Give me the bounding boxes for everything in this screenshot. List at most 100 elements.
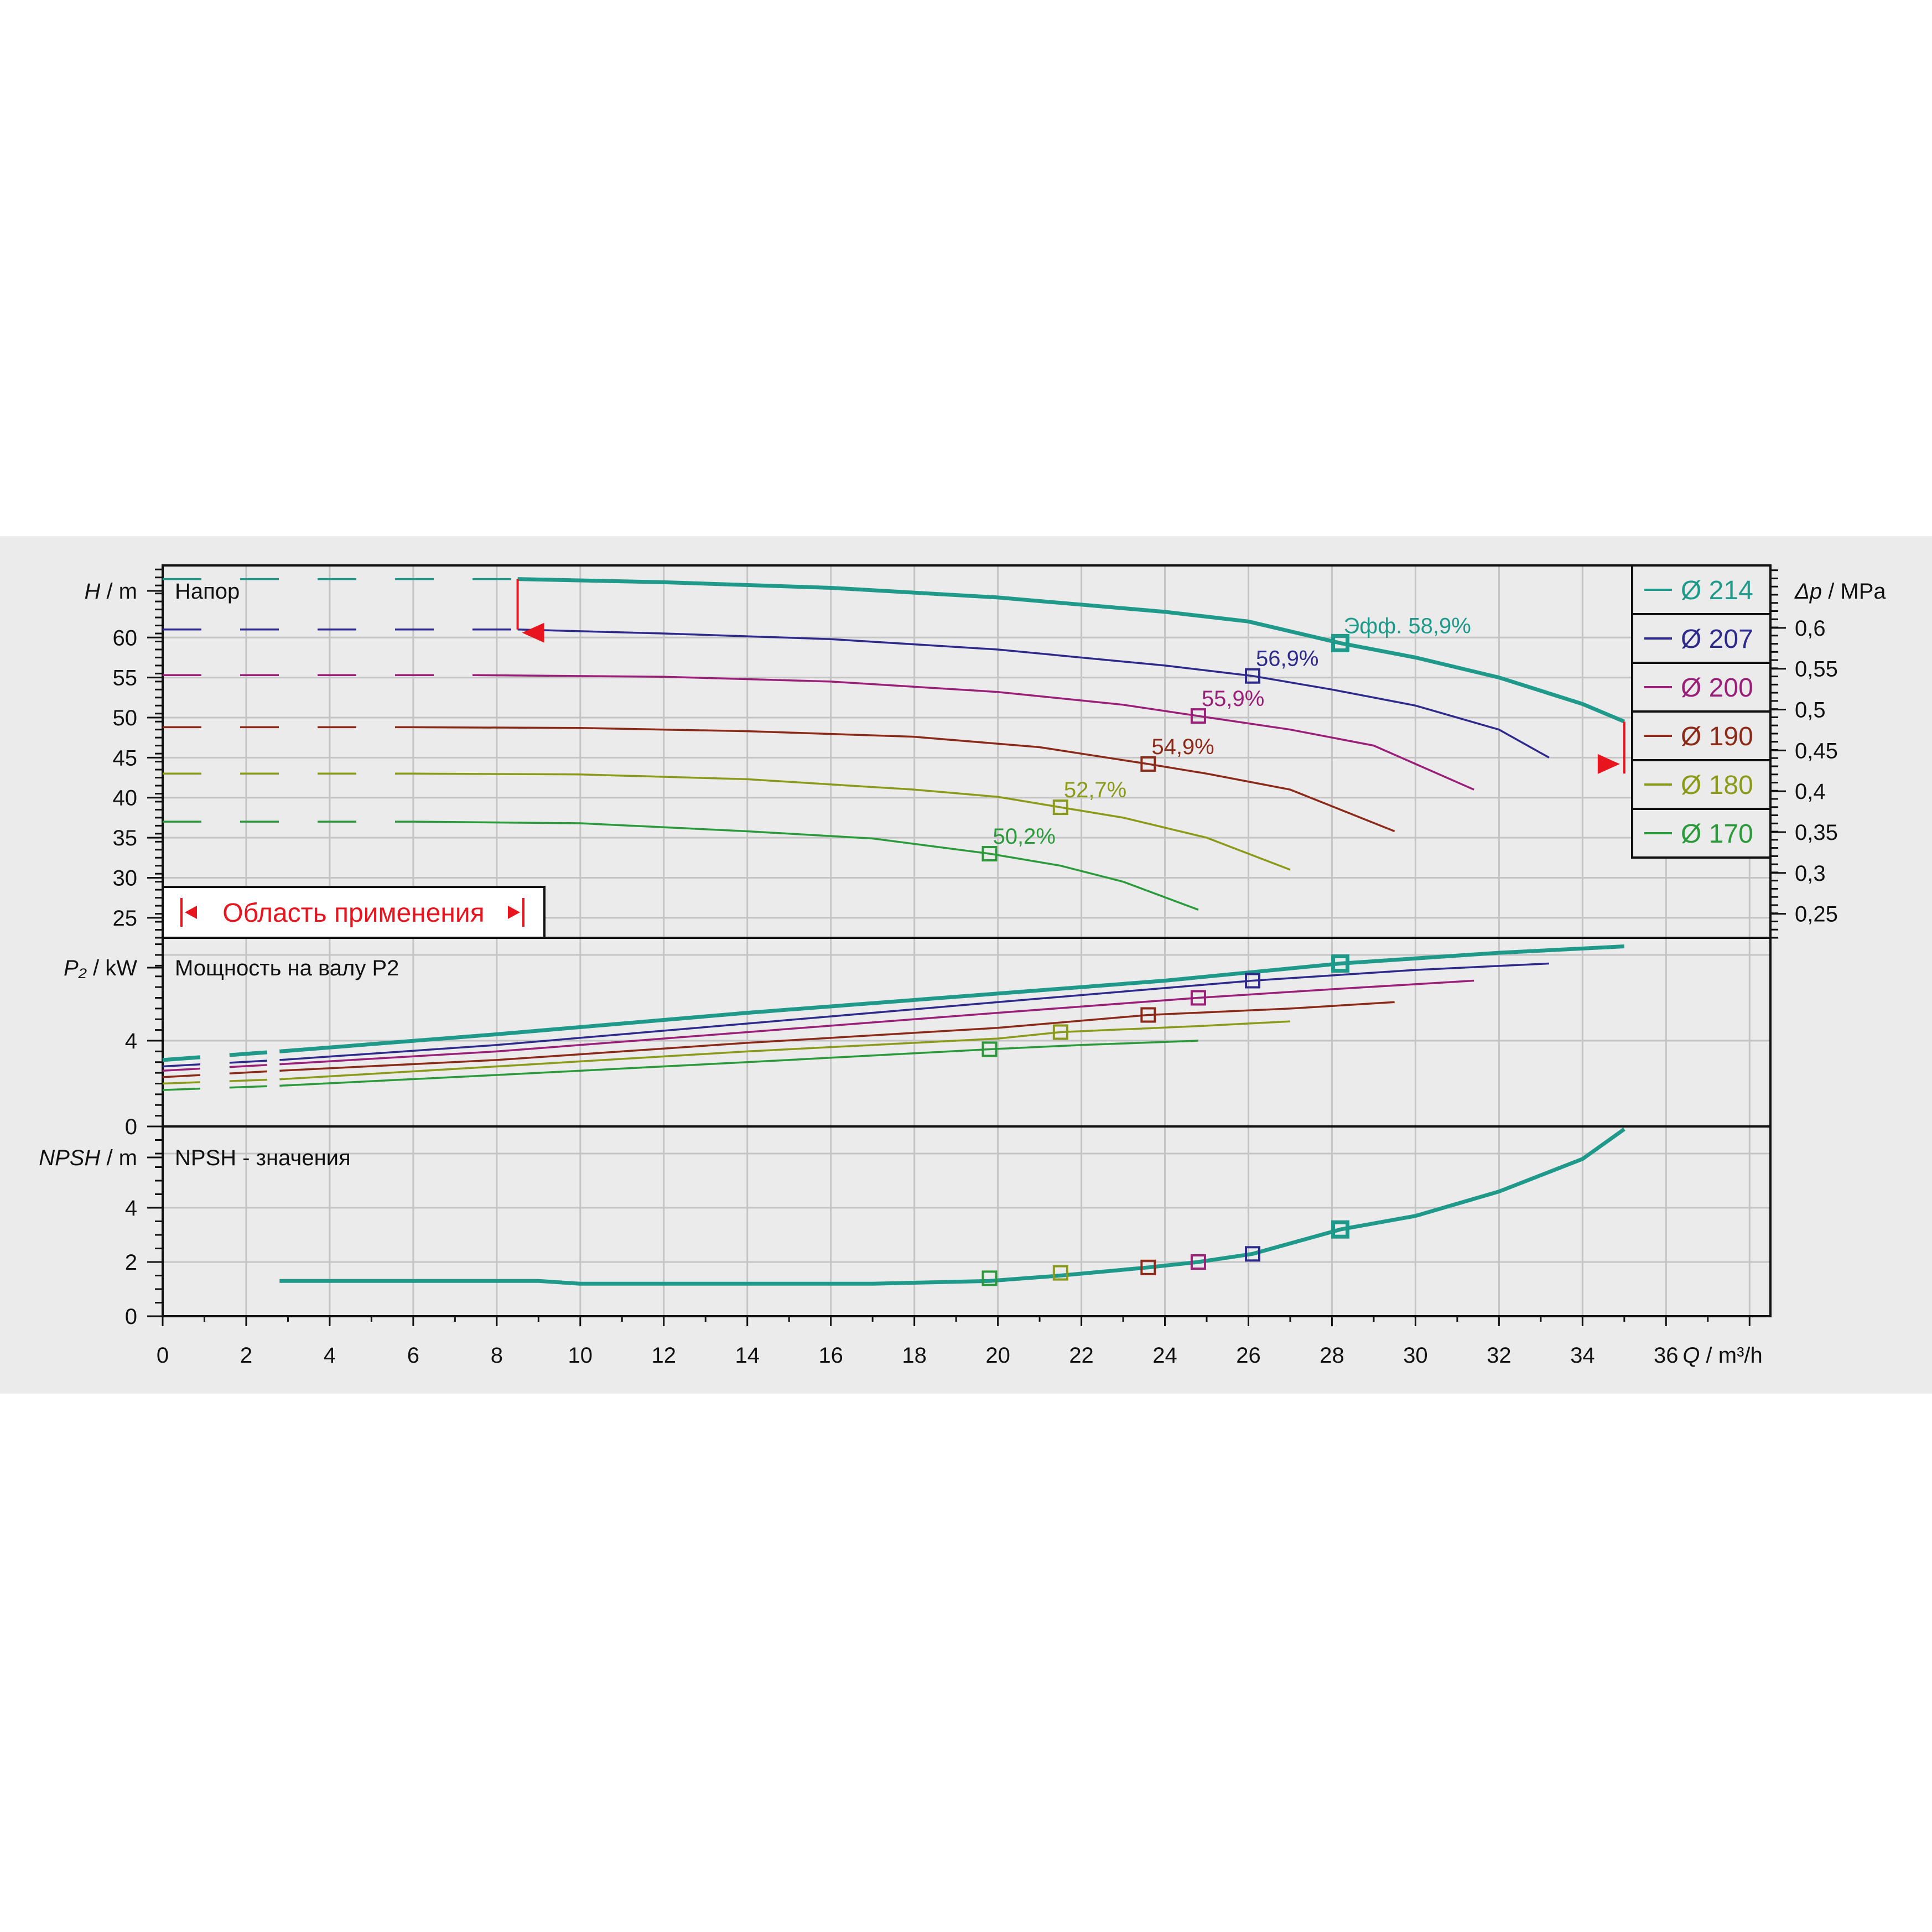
x-tick-label: 8 [491,1343,503,1368]
power-curve-seg-d190 [229,1070,267,1074]
panel-title: Мощность на валу P2 [175,956,399,980]
bep-marker [1140,1007,1156,1023]
y-tick-label: 35 [113,826,138,850]
legend-entry: Ø 190 [1681,722,1753,751]
legend-entry: Ø 170 [1681,819,1753,849]
y-tick-label: 25 [113,906,138,931]
power-curve-d170 [279,1040,1198,1087]
bep-marker [1331,633,1350,652]
efficiency-label: 54,9% [1151,735,1214,759]
y-tick-label: 0 [125,1305,137,1329]
power-curve-seg-d207 [229,1060,267,1064]
power-curve-d214 [279,944,1624,1053]
x-tick-label: 30 [1403,1343,1428,1368]
y-tick-label: 2 [125,1250,137,1275]
head-curve-d207 [517,629,1550,759]
y-axis-title: NPSH / m [39,1146,137,1170]
chart-panel: 0 2 4 6 8 10 12 14 16 18 20 22 24 26 28 30 32 34 36 Q / m³/… [0,536,1932,1394]
y-tick-label: 60 [113,626,138,650]
y-axis-title: H / m [84,579,137,604]
power-curve-seg-d170 [162,1087,200,1091]
head-curve-d200 [476,674,1474,791]
efficiency-label: Эфф. 58,9% [1344,614,1471,638]
right-tick-label: 0,4 [1795,780,1826,804]
bep-marker [981,1270,998,1286]
y-tick-label: 0 [125,1115,137,1139]
panel-title: Напор [175,579,240,604]
plot-frame [162,564,1772,1317]
operating-range-box [162,886,546,939]
right-tick-label: 0,55 [1795,657,1838,682]
legend-entry: Ø 200 [1681,673,1753,703]
x-tick-label: 24 [1152,1343,1177,1368]
bep-marker [1052,1024,1068,1040]
efficiency-label: 50,2% [993,824,1056,849]
x-tick-label: 2 [240,1343,252,1368]
bep-marker [1190,708,1206,724]
x-tick-label: 12 [652,1343,677,1368]
bep-marker [1140,756,1156,772]
right-tick-label: 0,6 [1795,616,1826,641]
right-tick-label: 0,45 [1795,739,1838,763]
efficiency-label: 52,7% [1064,778,1126,802]
power-curve-seg-d214 [162,1055,201,1062]
y-tick-label: 55 [113,666,138,690]
bep-marker [1052,1265,1068,1281]
right-tick-label: 0,5 [1795,698,1826,723]
x-tick-label: 26 [1236,1343,1261,1368]
right-axis-title: Δp / MPa [1794,579,1886,604]
bep-marker [1245,973,1261,989]
x-tick-label: 36 [1654,1343,1679,1368]
x-tick-label: 10 [568,1343,593,1368]
right-tick-label: 0,3 [1795,861,1826,886]
bep-marker [1140,1259,1156,1275]
head-curve-d190 [413,726,1395,833]
x-tick-label: 32 [1487,1343,1512,1368]
x-tick-label: 4 [324,1343,336,1368]
y-tick-label: 4 [125,1029,137,1053]
npsh-curve-d214 [279,1128,1625,1286]
bep-marker [1331,954,1350,973]
power-curve-d200 [279,979,1474,1066]
range-box-arrow-left [185,906,197,919]
head-curve-d180 [413,772,1291,871]
head-curve-d214 [517,577,1625,724]
bep-marker [1245,668,1261,684]
power-curve-seg-d170 [229,1085,267,1089]
power-curve-seg-d180 [229,1078,267,1082]
power-curve-d180 [279,1020,1291,1081]
y-tick-label: 4 [125,1196,137,1221]
legend-entry: Ø 180 [1681,771,1753,800]
bep-marker [1190,1254,1206,1270]
legend-entry: Ø 214 [1681,576,1753,605]
power-curve-seg-d207 [162,1063,200,1068]
range-box-arrow-right [508,906,520,919]
y-tick-label: 40 [113,786,138,811]
pump-curve-chart: 0 2 4 6 8 10 12 14 16 18 20 22 24 26 28 30 32 34 36 Q / m³/… [39,564,1886,1368]
y-tick-label: 30 [113,866,138,890]
head-curve-d170 [413,820,1199,911]
x-tick-label: 6 [407,1343,419,1368]
x-tick-label: 14 [735,1343,760,1368]
x-tick-label: 34 [1570,1343,1595,1368]
x-tick-label: 22 [1069,1343,1094,1368]
range-max-arrow [1597,754,1620,774]
power-curve-seg-d200 [229,1064,267,1068]
x-axis-title: Q / m³/h [1682,1343,1762,1368]
power-curve-d190 [279,1001,1395,1072]
bep-marker [1245,1246,1261,1262]
operating-range-label: Область применения [222,899,484,928]
x-tick-label: 28 [1320,1343,1344,1368]
x-tick-label: 16 [818,1343,843,1368]
y-axis-title: P₂ / kW [64,956,137,980]
power-curve-seg-d200 [162,1067,200,1072]
power-curve-d207 [279,962,1550,1061]
x-tick-label: 20 [985,1343,1010,1368]
right-tick-label: 0,25 [1795,902,1838,927]
y-tick-label: 45 [113,746,138,770]
power-curve-seg-d190 [162,1074,200,1078]
bep-marker [1331,1220,1350,1239]
range-min-arrow [522,622,544,643]
bep-marker [1052,799,1068,816]
bep-marker [981,846,998,862]
